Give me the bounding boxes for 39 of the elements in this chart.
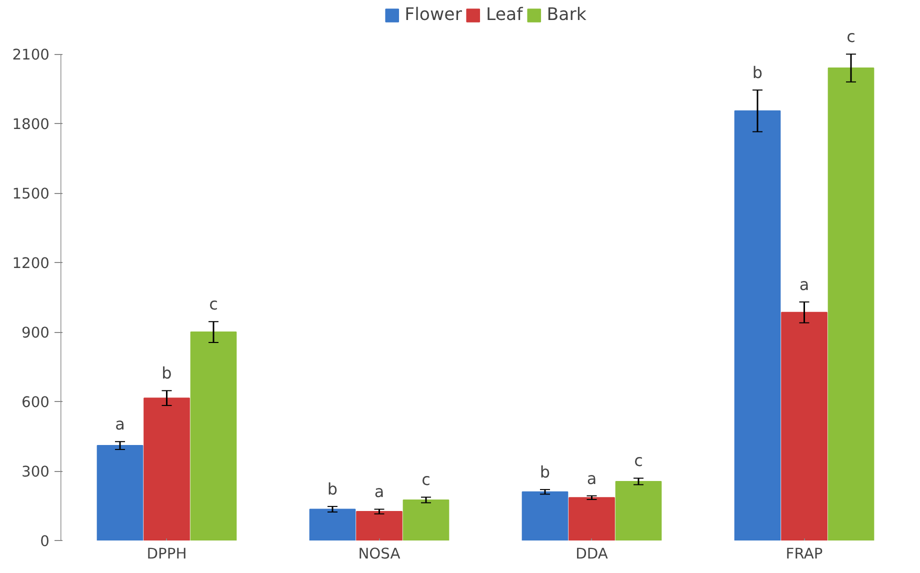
bar	[144, 398, 190, 540]
legend-label: Bark	[546, 5, 586, 25]
y-tick-label: 2100	[12, 46, 50, 64]
y-tick-label: 0	[40, 533, 50, 550]
data-label: b	[327, 479, 338, 498]
y-tick-label: 1800	[12, 116, 50, 134]
data-label: a	[799, 274, 810, 294]
data-label: a	[115, 414, 125, 434]
bar	[309, 508, 356, 540]
x-tick-label: NOSA	[358, 546, 400, 562]
bar	[96, 445, 144, 540]
data-label: c	[209, 294, 218, 314]
bar	[356, 511, 402, 540]
data-label: c	[422, 470, 430, 490]
legend-label: Flower	[404, 5, 462, 25]
x-tick-label: DDA	[576, 546, 608, 562]
bar	[522, 491, 568, 540]
bar	[781, 312, 828, 540]
data-label: a	[586, 468, 597, 488]
x-tick-label: DPPH	[146, 546, 187, 562]
data-label: b	[752, 63, 763, 82]
data-label: a	[374, 482, 384, 502]
bar	[734, 110, 781, 540]
y-tick-label: 1500	[12, 186, 50, 203]
legend-label: Leaf	[486, 5, 523, 25]
bar	[190, 332, 237, 540]
x-tick-label: FRAP	[786, 546, 823, 562]
y-tick-label: 900	[22, 324, 50, 342]
bar	[615, 480, 662, 540]
bar	[828, 68, 874, 540]
y-tick-label: 1200	[12, 255, 50, 272]
y-tick-label: 600	[22, 394, 50, 412]
data-label: b	[540, 462, 550, 482]
y-tick-label: 300	[22, 464, 50, 481]
bar	[568, 497, 615, 540]
bar	[402, 499, 450, 540]
data-label: c	[634, 451, 643, 470]
data-label: b	[162, 364, 172, 383]
data-label: c	[846, 27, 856, 46]
